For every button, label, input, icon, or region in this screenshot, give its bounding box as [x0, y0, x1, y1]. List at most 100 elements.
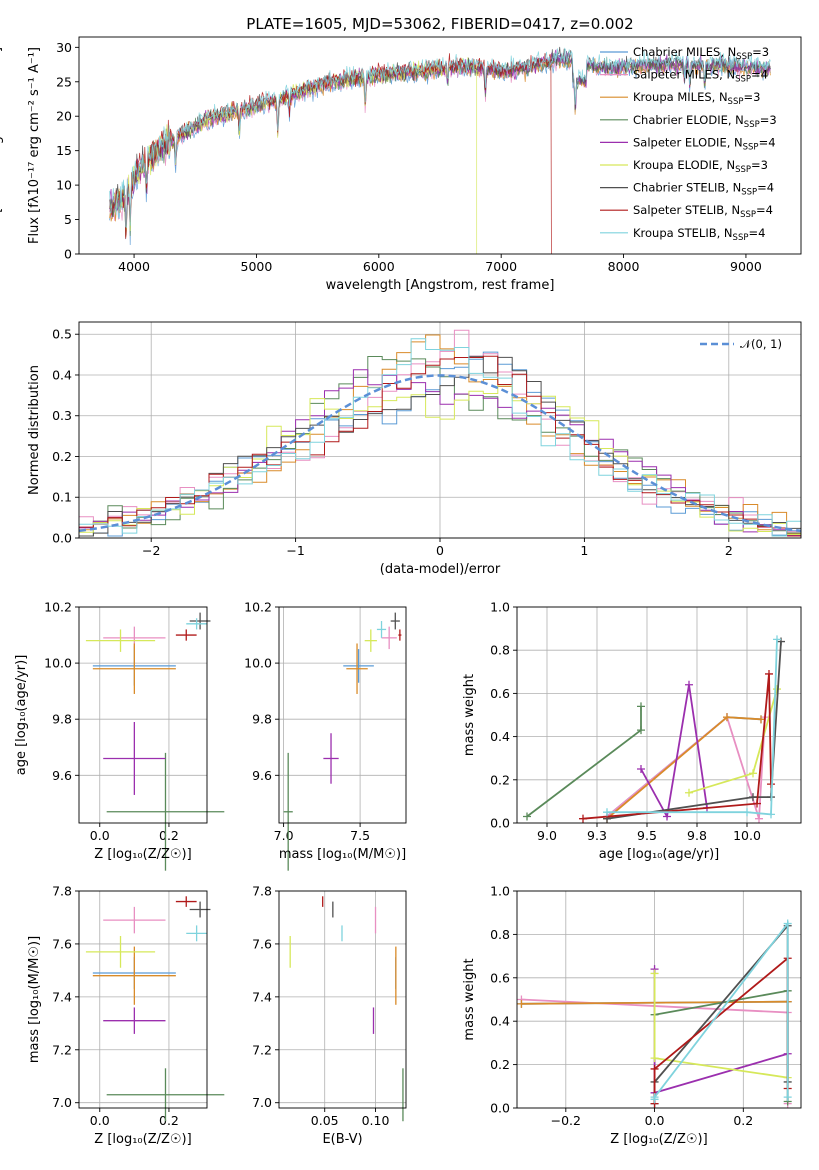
weight-line: [606, 716, 762, 820]
weight-series-salpeter-stelib: [579, 669, 775, 823]
weight-marker: [663, 812, 671, 821]
weight-line: [607, 639, 778, 816]
legend-label: Kroupa STELIB, NSSP=4: [633, 226, 765, 243]
x-axis-label: E(B-V): [322, 1132, 362, 1147]
weight-series-chabrier-elodie: [523, 702, 645, 821]
panel-spectrum: 4000 5000 6000 7000 8000 9000 0 5 10 15 20 25 30 Chab…: [0, 36, 802, 293]
axes-frame: [78, 36, 802, 255]
normal-curve: [78, 374, 802, 533]
errorbar-chabrier-stelib: [390, 612, 400, 630]
legend-subscript: SSP: [735, 75, 751, 85]
weight-line: [640, 684, 708, 820]
spectrum-line-kroupa-stelib: [109, 47, 771, 229]
y-tick-label: 0.8: [490, 643, 510, 658]
legend-label: Kroupa ELODIE, NSSP=3: [633, 158, 768, 175]
legend-subscript: SSP: [741, 188, 757, 198]
y-tick-label: 7.6: [252, 936, 272, 951]
errorbar-kroupa-stelib: [376, 621, 387, 638]
legend-value: =4: [748, 226, 765, 240]
y-tick-label: 0.4: [52, 367, 72, 382]
legend-label: 𝒩(0, 1): [740, 337, 782, 351]
weight-marker: [517, 999, 526, 1008]
y-tick-label: 25: [56, 74, 72, 89]
y-tick-label: 0.0: [52, 531, 72, 546]
errorbar-salpeter-elodie: [323, 733, 339, 784]
weight-marker: [755, 814, 763, 823]
y-tick-label: 0.1: [52, 490, 72, 505]
histogram-chabrier-miles: [79, 351, 801, 537]
x-tick-label: 7.0: [274, 828, 294, 843]
x-tick-label: 8000: [608, 259, 640, 274]
x-tick-label: 0.05: [311, 1113, 339, 1128]
y-tick-label: 0.0: [490, 816, 510, 831]
legend-value: =3: [743, 90, 760, 104]
panel-age-vs-mass: 7.0 7.5 9.6 9.8 10.0 10.2 mass [log₁₀(M/M☉)]: [244, 600, 407, 871]
y-tick-label: 0.8: [490, 927, 510, 942]
weight-marker: [523, 812, 531, 821]
weight-marker: [685, 788, 693, 797]
errorbar-kroupa-stelib: [186, 618, 207, 630]
x-axis-label: (data-model)/error: [380, 562, 501, 577]
x-tick-label: 0.10: [362, 1113, 390, 1128]
y-tick-label: 7.4: [52, 989, 72, 1004]
legend-value: =4: [757, 181, 774, 195]
axes-frame: [278, 606, 407, 824]
x-tick-label: −0.2: [551, 1113, 581, 1128]
y-axis-label: age [log₁₀(age/yr)]: [14, 655, 29, 776]
weight-marker: [753, 799, 761, 808]
y-tick-label: 7.4: [252, 989, 272, 1004]
y-tick-label: 0.4: [490, 729, 510, 744]
weight-line: [606, 715, 766, 819]
y-tick-label: 10.0: [244, 656, 272, 671]
legend-value: =3: [760, 113, 777, 127]
legend-value: =3: [752, 45, 769, 59]
weight-marker: [685, 680, 693, 689]
x-tick-label: 7.5: [350, 828, 370, 843]
legend-label: Salpeter STELIB, NSSP=4: [633, 203, 773, 220]
y-tick-label: 5: [64, 212, 72, 227]
weight-series-salpeter-elodie: [637, 680, 711, 821]
weight-marker: [603, 808, 611, 817]
panel-weight-vs-Z: −0.2 0.0 0.2 0.0 0.2 0.4 0.6 0.8 1.0 Z [log₁₀(Z/Z…: [462, 884, 802, 1147]
y-axis-label: Flux [fλ10⁻¹⁷ erg cm⁻² s⁻¹ A⁻¹]: [27, 47, 42, 244]
axes-frame: [516, 606, 802, 824]
weight-series-salpeter-elodie: [650, 965, 792, 1097]
y-tick-label: 0.2: [52, 449, 72, 464]
y-tick-label: 0.4: [490, 1014, 510, 1029]
errorbar-salpeter-miles: [381, 626, 397, 650]
errorbar-kroupa-miles: [346, 643, 368, 694]
y-tick-label: 9.6: [252, 768, 272, 783]
x-tick-label: 0.2: [733, 1113, 753, 1128]
y-tick-label: 7.6: [52, 936, 72, 951]
x-axis-label: Z [log₁₀(Z/Z☉)]: [94, 1132, 191, 1147]
x-tick-label: 5000: [241, 259, 273, 274]
chart-title: PLATE=1605, MJD=53062, FIBERID=0417, z=0…: [246, 15, 633, 33]
y-tick-label: 0.0: [490, 1101, 510, 1116]
weight-marker: [743, 808, 751, 817]
y-tick-label: 7.8: [252, 884, 272, 899]
panel-age-vs-Z: 0.0 0.2 9.6 9.8 10.0 10.2 Z [log₁₀(Z/Z☉)] age […: [14, 600, 225, 871]
errorbar-kroupa-elodie: [85, 629, 156, 652]
x-tick-label: 9.0: [537, 828, 557, 843]
errorbar-chabrier-elodie: [106, 1068, 225, 1122]
weight-marker: [650, 1093, 659, 1102]
errorbar-kroupa-miles: [92, 643, 176, 694]
y-tick-label: 7.8: [52, 884, 72, 899]
legend-label: Chabrier ELODIE, NSSP=3: [633, 113, 777, 130]
weight-marker: [650, 1064, 659, 1073]
weight-line: [606, 641, 782, 820]
x-tick-label: 10.0: [733, 828, 761, 843]
errorbar-salpeter-stelib: [398, 629, 402, 641]
x-tick-label: −1: [286, 543, 304, 558]
y-tick-label: 7.2: [52, 1042, 72, 1057]
panel-residuals: −2 −1 0 1 2 0.0 0.1 0.2 0.3 0.4 0.5 𝒩(0, 1) (data-mo…: [27, 321, 802, 577]
errorbar-kroupa-elodie: [85, 935, 156, 968]
x-tick-label: 9.3: [587, 828, 607, 843]
x-axis-label: Z [log₁₀(Z/Z☉)]: [610, 1132, 707, 1147]
weight-series-kroupa-stelib: [650, 919, 792, 1104]
x-tick-label: 0.0: [645, 1113, 665, 1128]
axes-frame: [78, 606, 208, 824]
x-tick-label: 4000: [118, 259, 150, 274]
legend-value: =4: [759, 135, 776, 149]
x-tick-label: 0: [436, 543, 444, 558]
